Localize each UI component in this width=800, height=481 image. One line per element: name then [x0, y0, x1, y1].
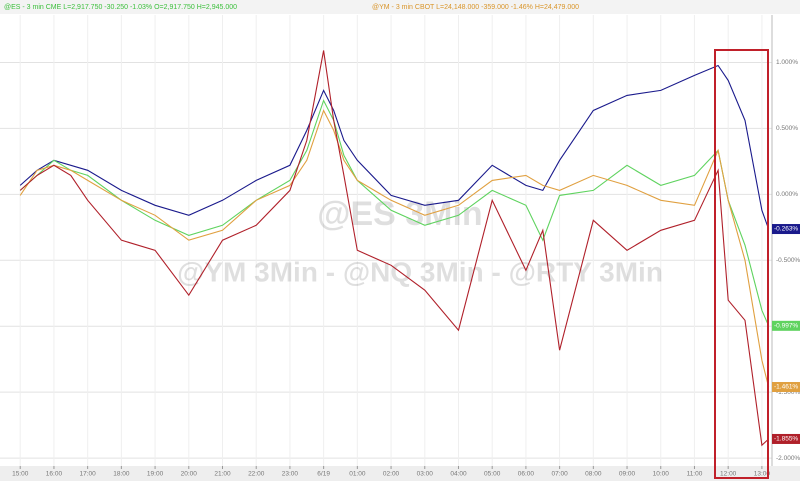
series-line [19, 99, 770, 327]
y-tick-label: -0.500% [776, 257, 800, 264]
value-badge [772, 433, 800, 444]
lines [19, 50, 770, 447]
x-tick-label: 12:00 [720, 471, 737, 478]
series-line [19, 64, 770, 230]
y-tick-label: 0.500% [776, 125, 798, 132]
x-tick-label: 15:00 [12, 471, 29, 478]
x-tick-label: 23:00 [282, 471, 299, 478]
x-tick-label: 02:00 [383, 471, 400, 478]
x-tick-label: 05:00 [484, 471, 501, 478]
x-tick-label: 18:00 [113, 471, 130, 478]
value-badge [772, 224, 800, 235]
x-axis-bar [0, 466, 800, 481]
x-tick-label: 21:00 [214, 471, 231, 478]
x-tick-label: 16:00 [46, 471, 63, 478]
y-tick-label: 1.000% [776, 59, 798, 66]
value-badge-label: -1.855% [774, 436, 798, 443]
x-tick-label: 03:00 [417, 471, 434, 478]
y-tick-label: 0.000% [776, 191, 798, 198]
header-es: @ES - 3 min CME L=2,917.750 -30.250 -1.0… [4, 4, 237, 11]
x-tick-label: 07:00 [551, 471, 568, 478]
watermark: @YM 3Min - @NQ 3Min - @RTY 3Min [177, 256, 663, 287]
x-tick-label: 11:00 [687, 471, 703, 478]
y-tick-label: -2.000% [776, 455, 800, 462]
value-badge-label: -0.263% [774, 226, 798, 233]
x-tick-label: 08:00 [585, 471, 602, 478]
value-badge-label: -1.461% [774, 384, 798, 391]
value-badge [772, 320, 800, 331]
badges: -0.263% -0.997% -1.461% -1.855% [772, 224, 800, 444]
x-tick-label: 6/19 [317, 471, 330, 478]
value-badge [772, 382, 800, 393]
series-line [19, 50, 769, 447]
value-badge-label: -0.997% [774, 323, 798, 330]
header-ym: @YM - 3 min CBOT L=24,148.000 -359.000 -… [372, 4, 579, 11]
x-tick-label: 10:00 [653, 471, 670, 478]
x-tick-label: 01:00 [349, 471, 366, 478]
x-tick-label: 13:00 [754, 471, 771, 478]
x-tick-label: 19:00 [147, 471, 164, 478]
x-tick-label: 17:00 [80, 471, 97, 478]
x-tick-label: 06:00 [518, 471, 535, 478]
header-bar [0, 0, 800, 14]
x-tick-label: 22:00 [248, 471, 265, 478]
highlight-box [714, 49, 769, 479]
y-tick-label: -1.500% [776, 389, 800, 396]
x-tick-label: 20:00 [181, 471, 198, 478]
grid: 1.000%0.500%0.000%-0.500%-1.000%-1.500%-… [0, 15, 800, 478]
x-tick-label: 09:00 [619, 471, 636, 478]
series-line [19, 109, 770, 388]
x-tick-label: 04:00 [450, 471, 467, 478]
